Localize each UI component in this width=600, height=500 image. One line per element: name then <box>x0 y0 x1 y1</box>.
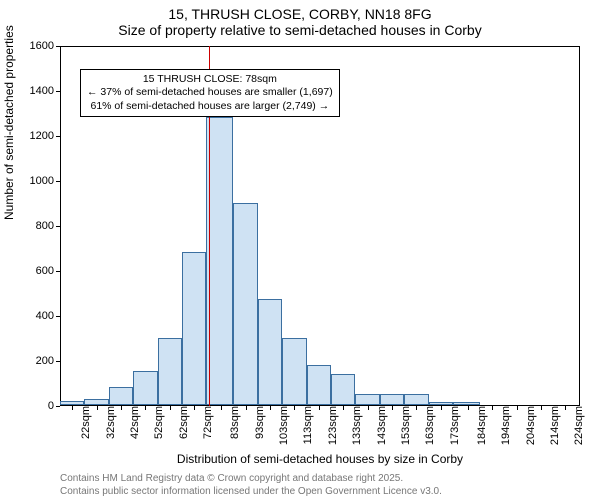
x-tick-mark <box>416 406 417 410</box>
x-tick-mark <box>392 406 393 410</box>
histogram-bar <box>380 394 404 405</box>
histogram-bar <box>60 401 84 406</box>
x-tick-mark <box>72 406 73 410</box>
chart-container: 15, THRUSH CLOSE, CORBY, NN18 8FG Size o… <box>0 0 600 500</box>
axis-right <box>579 46 580 406</box>
histogram-bar <box>429 402 453 405</box>
x-tick-label: 32sqm <box>101 406 117 439</box>
x-tick-label: 163sqm <box>420 406 436 445</box>
histogram-bar <box>404 394 428 405</box>
histogram-bar <box>282 338 306 406</box>
annotation-line3: 61% of semi-detached houses are larger (… <box>87 100 333 114</box>
x-tick-label: 72sqm <box>198 406 214 439</box>
x-tick-label: 52sqm <box>149 406 165 439</box>
x-tick-mark <box>468 406 469 410</box>
x-tick-mark <box>492 406 493 410</box>
annotation-box: 15 THRUSH CLOSE: 78sqm← 37% of semi-deta… <box>80 69 340 118</box>
x-tick-mark <box>270 406 271 410</box>
histogram-bar <box>182 252 206 405</box>
x-tick-label: 93sqm <box>250 406 266 439</box>
histogram-bar <box>355 394 379 405</box>
x-tick-label: 153sqm <box>396 406 412 445</box>
x-tick-mark <box>565 406 566 410</box>
x-tick-label: 214sqm <box>545 406 561 445</box>
x-tick-label: 103sqm <box>274 406 290 445</box>
histogram-bar <box>158 338 182 406</box>
x-tick-mark <box>145 406 146 410</box>
x-tick-mark <box>170 406 171 410</box>
y-tick-mark <box>56 406 60 407</box>
x-tick-mark <box>368 406 369 410</box>
x-tick-mark <box>246 406 247 410</box>
x-tick-label: 42sqm <box>125 406 141 439</box>
annotation-line1: 15 THRUSH CLOSE: 78sqm <box>87 73 333 87</box>
x-tick-mark <box>441 406 442 410</box>
footnote-line1: Contains HM Land Registry data © Crown c… <box>60 473 442 486</box>
y-tick-mark <box>56 271 60 272</box>
x-tick-label: 113sqm <box>298 406 314 444</box>
histogram-bar <box>453 402 480 405</box>
histogram-bar <box>206 117 233 405</box>
x-tick-mark <box>517 406 518 410</box>
histogram-bar <box>307 365 331 406</box>
chart-title-line2: Size of property relative to semi-detach… <box>0 22 600 38</box>
x-tick-mark <box>97 406 98 410</box>
x-tick-label: 224sqm <box>569 406 585 445</box>
x-tick-label: 194sqm <box>496 406 512 445</box>
x-tick-label: 133sqm <box>347 406 363 445</box>
axis-top <box>60 46 580 47</box>
x-tick-mark <box>121 406 122 410</box>
y-tick-mark <box>56 316 60 317</box>
x-axis-label: Distribution of semi-detached houses by … <box>60 452 580 466</box>
x-tick-mark <box>319 406 320 410</box>
x-tick-mark <box>541 406 542 410</box>
histogram-bar <box>109 387 133 405</box>
x-tick-label: 123sqm <box>323 406 339 445</box>
y-tick-mark <box>56 226 60 227</box>
histogram-bar <box>233 203 257 406</box>
histogram-bar <box>133 371 157 405</box>
x-tick-label: 184sqm <box>472 406 488 445</box>
y-tick-mark <box>56 46 60 47</box>
x-tick-mark <box>221 406 222 410</box>
y-axis-label: Number of semi-detached properties <box>2 25 16 220</box>
y-tick-mark <box>56 181 60 182</box>
x-tick-label: 173sqm <box>445 406 461 445</box>
y-tick-mark <box>56 361 60 362</box>
x-tick-label: 143sqm <box>372 406 388 445</box>
x-tick-mark <box>343 406 344 410</box>
axis-left <box>60 46 61 406</box>
histogram-bar <box>258 299 282 405</box>
x-tick-mark <box>194 406 195 410</box>
footnote: Contains HM Land Registry data © Crown c… <box>60 473 442 498</box>
plot-area: 0200400600800100012001400160022sqm32sqm4… <box>60 46 580 406</box>
y-tick-mark <box>56 136 60 137</box>
y-tick-mark <box>56 91 60 92</box>
histogram-bar <box>84 399 108 405</box>
footnote-line2: Contains public sector information licen… <box>60 486 442 499</box>
x-tick-mark <box>294 406 295 410</box>
x-tick-label: 83sqm <box>225 406 241 439</box>
x-tick-label: 62sqm <box>174 406 190 439</box>
x-tick-label: 22sqm <box>76 406 92 439</box>
x-tick-label: 204sqm <box>521 406 537 445</box>
histogram-bar <box>331 374 355 406</box>
chart-title-line1: 15, THRUSH CLOSE, CORBY, NN18 8FG <box>0 0 600 22</box>
annotation-line2: ← 37% of semi-detached houses are smalle… <box>87 86 333 100</box>
